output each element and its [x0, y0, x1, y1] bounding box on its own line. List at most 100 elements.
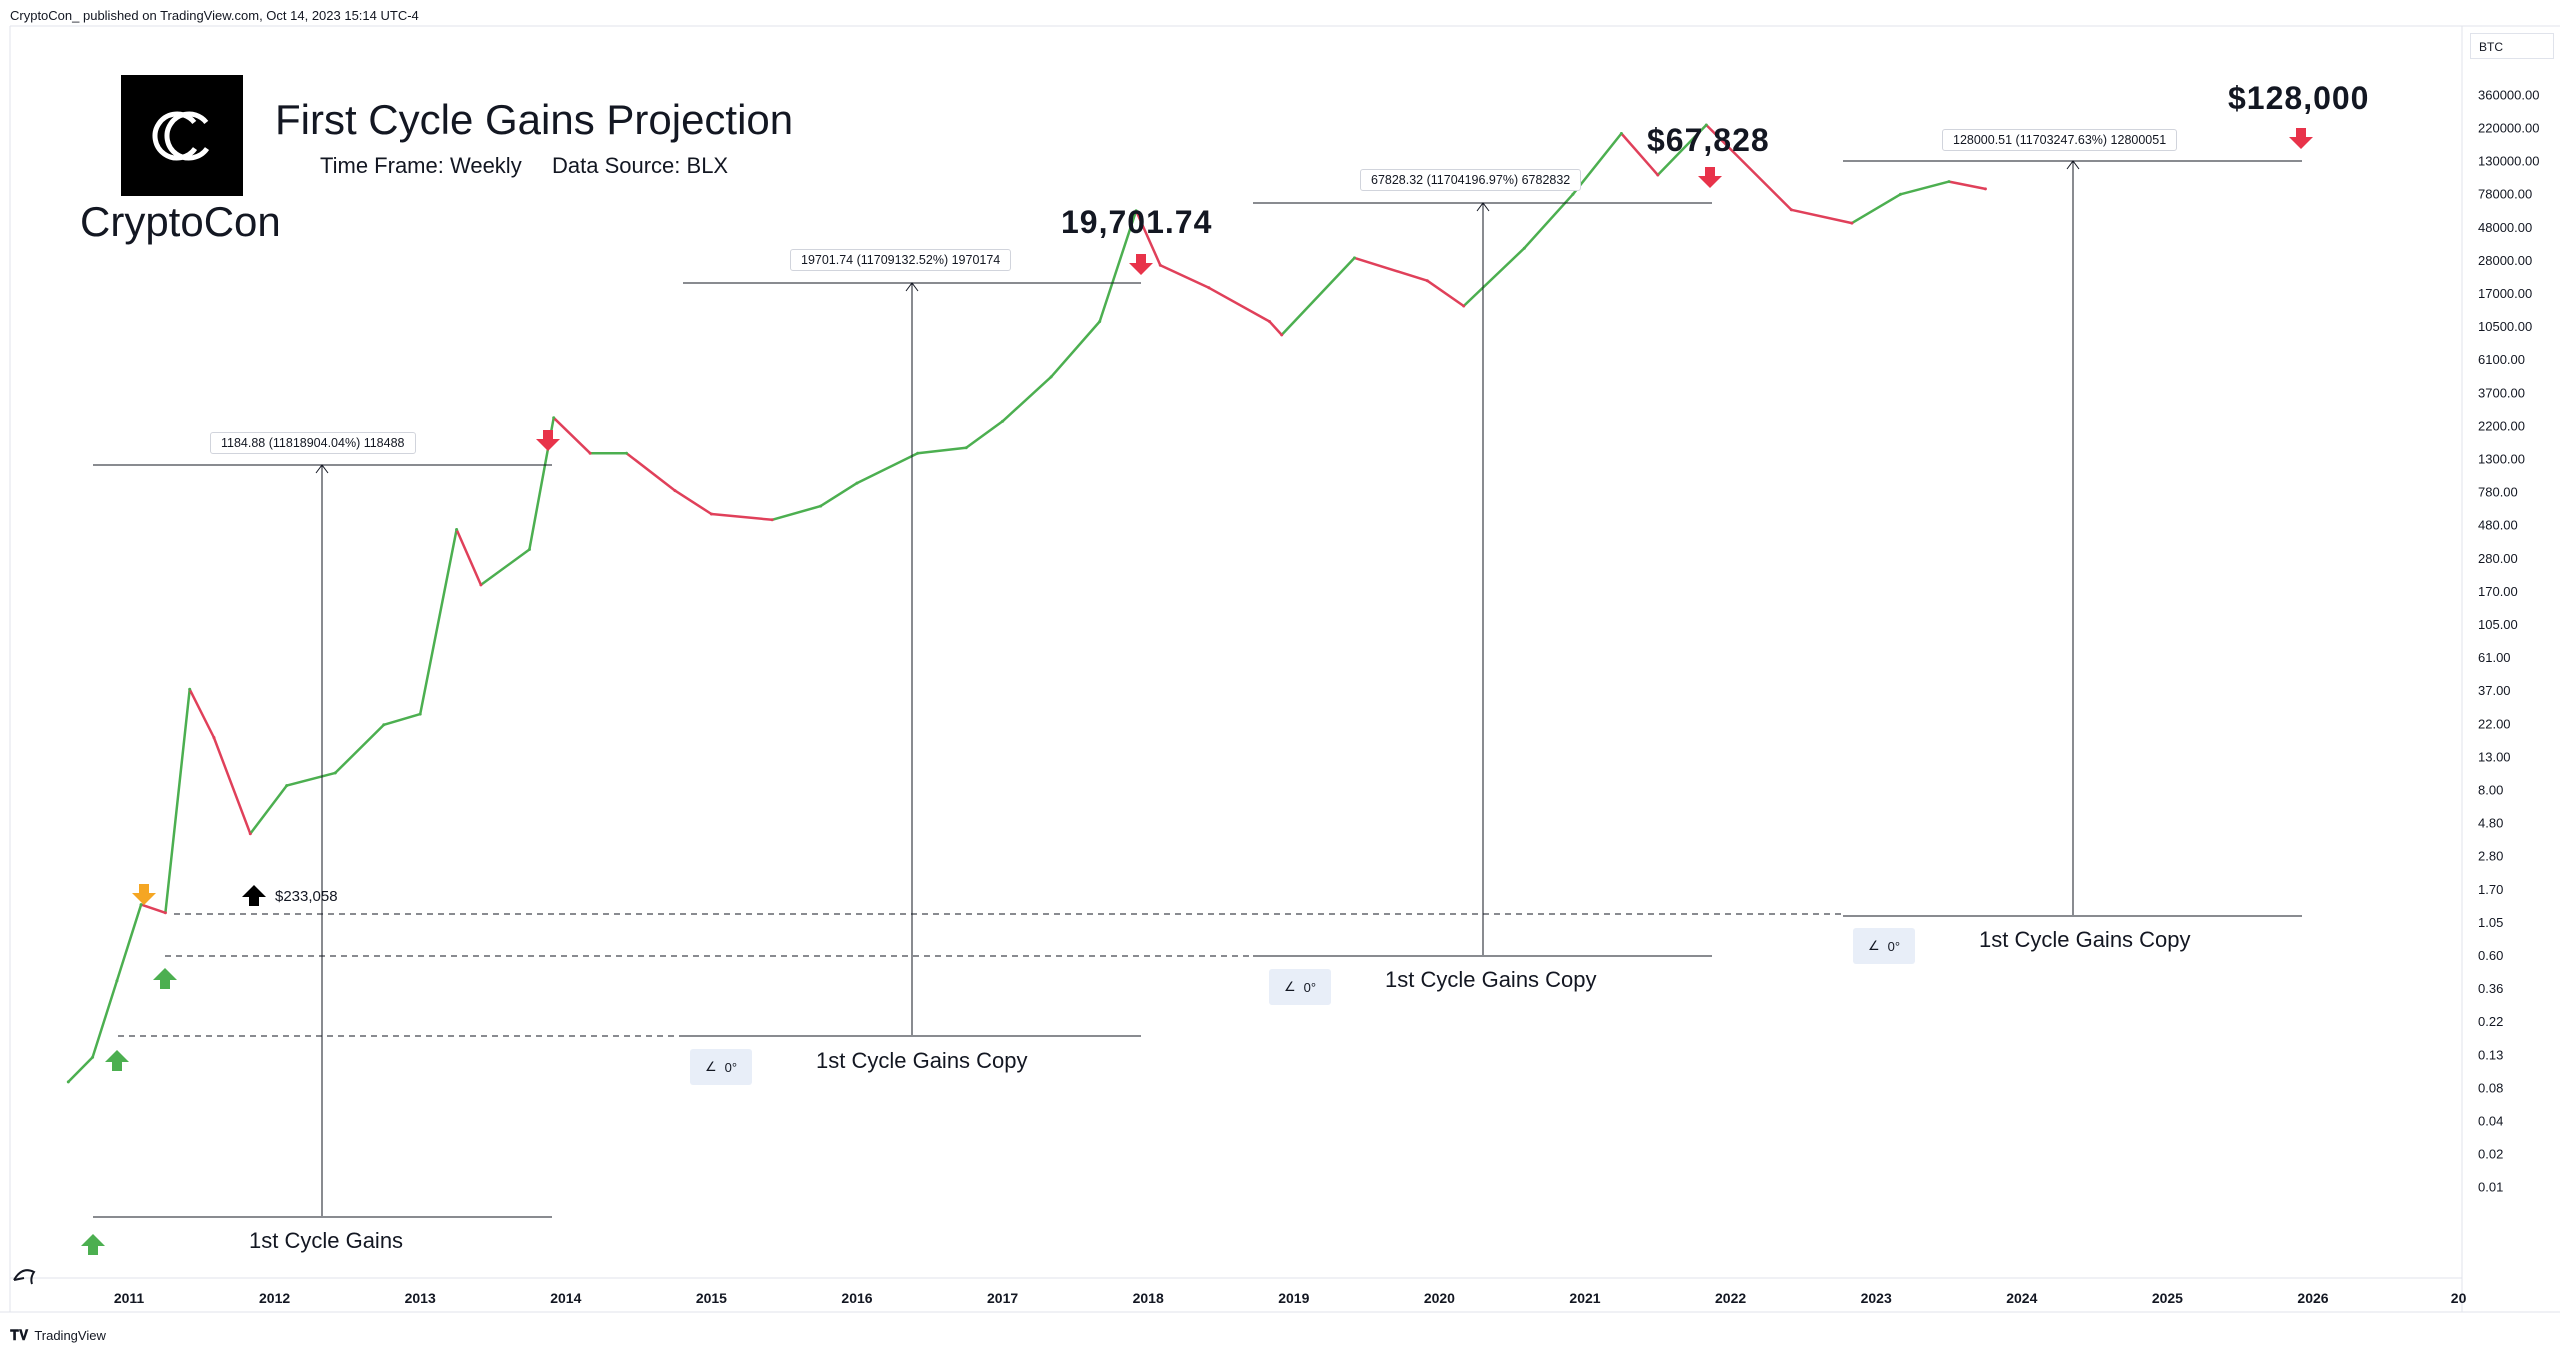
y-tick-label: 17000.00 [2478, 286, 2532, 301]
measure-label-2[interactable]: 19701.74 (11709132.52%) 1970174 [790, 249, 1012, 271]
price-segment [249, 784, 288, 835]
drawing-tool-icon[interactable] [13, 1269, 36, 1285]
measure-label-3[interactable]: 67828.32 (11704196.97%) 6782832 [1360, 169, 1582, 191]
price-segment [1790, 208, 1854, 225]
price-segment [710, 512, 774, 522]
x-tick-label: 2025 [2152, 1290, 2183, 1306]
price-segment [552, 416, 592, 455]
x-tick-label: 2018 [1133, 1290, 1164, 1306]
price-segment [1207, 286, 1271, 323]
y-tick-label: 8.00 [2478, 783, 2503, 798]
price-segment [1850, 193, 1902, 225]
y-tick-label: 0.02 [2478, 1147, 2503, 1162]
price-segment [1134, 209, 1162, 267]
price-segment [1268, 320, 1283, 337]
x-tick-label: 2017 [987, 1290, 1018, 1306]
angle-icon: ∠ [1867, 938, 1880, 953]
price-point [66, 1080, 70, 1084]
y-tick-label: 360000.00 [2478, 87, 2539, 102]
y-tick-label: 61.00 [2478, 650, 2511, 665]
price-segment [479, 548, 531, 587]
y-tick-label: 480.00 [2478, 518, 2518, 533]
logo-text: CryptoCon [80, 198, 281, 245]
y-tick-label: 2200.00 [2478, 418, 2525, 433]
price-point [212, 736, 216, 739]
y-tick-label: 0.36 [2478, 981, 2503, 996]
price-point [163, 911, 167, 915]
price-point [333, 771, 337, 775]
price-point [1098, 320, 1102, 323]
price-segment [91, 979, 119, 1059]
angle-value: 0° [724, 1059, 738, 1075]
angle-badge[interactable]: ∠ 0° [1853, 928, 1915, 964]
page-title: First Cycle Gains Projection [275, 96, 794, 143]
price-segment [1049, 320, 1101, 379]
measure-label-4[interactable]: 128000.51 (11703247.63%) 12800051 [1942, 129, 2178, 151]
y-tick-label: 105.00 [2478, 617, 2518, 632]
x-tick-label: 2013 [405, 1290, 436, 1306]
x-tick-label: 2012 [259, 1290, 290, 1306]
y-tick-label: 28000.00 [2478, 253, 2532, 268]
price-point [1947, 180, 1951, 184]
y-tick-label: 48000.00 [2478, 220, 2532, 235]
price-point [1619, 132, 1623, 135]
measure-label-1[interactable]: 1184.88 (11818904.04%) 118488 [210, 432, 416, 454]
price-point [1353, 256, 1356, 260]
price-point [1207, 286, 1211, 290]
y-tick-label: 220000.00 [2478, 121, 2539, 136]
price-segment [1280, 256, 1356, 337]
x-tick-label: 2026 [2297, 1290, 2328, 1306]
currency-badge[interactable]: BTC [2470, 33, 2554, 59]
y-tick-label: 10500.00 [2478, 319, 2532, 334]
angle-value: 0° [1887, 938, 1901, 954]
y-tick-label: 170.00 [2478, 584, 2518, 599]
tradingview-footer[interactable]: 𝐓𝐕 TradingView [10, 1327, 106, 1344]
y-tick-label: 4.80 [2478, 816, 2503, 831]
price-point [588, 451, 592, 455]
price-point [1049, 375, 1053, 379]
price-segment [1001, 375, 1053, 423]
price-segment [188, 688, 216, 739]
price-segment [819, 481, 859, 508]
x-tick-label: 2024 [2006, 1290, 2037, 1306]
price-point [188, 687, 192, 691]
price-point [455, 528, 459, 531]
price-segment [1899, 180, 1951, 196]
gains-label-1: 1st Cycle Gains [249, 1228, 404, 1253]
gains-label-2: 1st Cycle Gains Copy [816, 1048, 1028, 1073]
angle-badge[interactable]: ∠ 0° [690, 1049, 752, 1085]
y-tick-label: 0.13 [2478, 1047, 2503, 1062]
y-tick-label: 6100.00 [2478, 352, 2525, 367]
price-segment [964, 420, 1004, 449]
y-tick-label: 130000.00 [2478, 154, 2539, 169]
y-tick-label: 0.22 [2478, 1014, 2503, 1029]
arrow-up-icon [153, 968, 177, 989]
price-point [1789, 208, 1793, 212]
price-segment [770, 504, 822, 522]
tradingview-logo-icon: 𝐓𝐕 [10, 1327, 29, 1343]
angle-badge[interactable]: ∠ 0° [1269, 969, 1331, 1005]
x-tick-label: 2019 [1278, 1290, 1309, 1306]
arrow-up-icon [105, 1050, 129, 1071]
price-point [479, 583, 483, 587]
price-point [1571, 192, 1575, 196]
price-point [1001, 419, 1005, 423]
price-point [709, 512, 713, 516]
projection-label: $128,000 [2228, 80, 2370, 116]
price-segment [1705, 123, 1793, 212]
price-point [819, 504, 823, 508]
price-segment [1426, 279, 1465, 308]
price-point [1280, 333, 1284, 337]
price-point [673, 489, 677, 493]
x-tick-label: 2023 [1861, 1290, 1892, 1306]
x-tick-label: 2015 [696, 1290, 727, 1306]
angle-icon: ∠ [704, 1059, 717, 1074]
price-point [1158, 263, 1162, 267]
price-segment [1159, 263, 1211, 290]
price-segment [334, 723, 386, 775]
price-point [1656, 173, 1660, 177]
price-point [382, 723, 386, 727]
price-point [285, 784, 289, 788]
price-segment [625, 451, 677, 492]
